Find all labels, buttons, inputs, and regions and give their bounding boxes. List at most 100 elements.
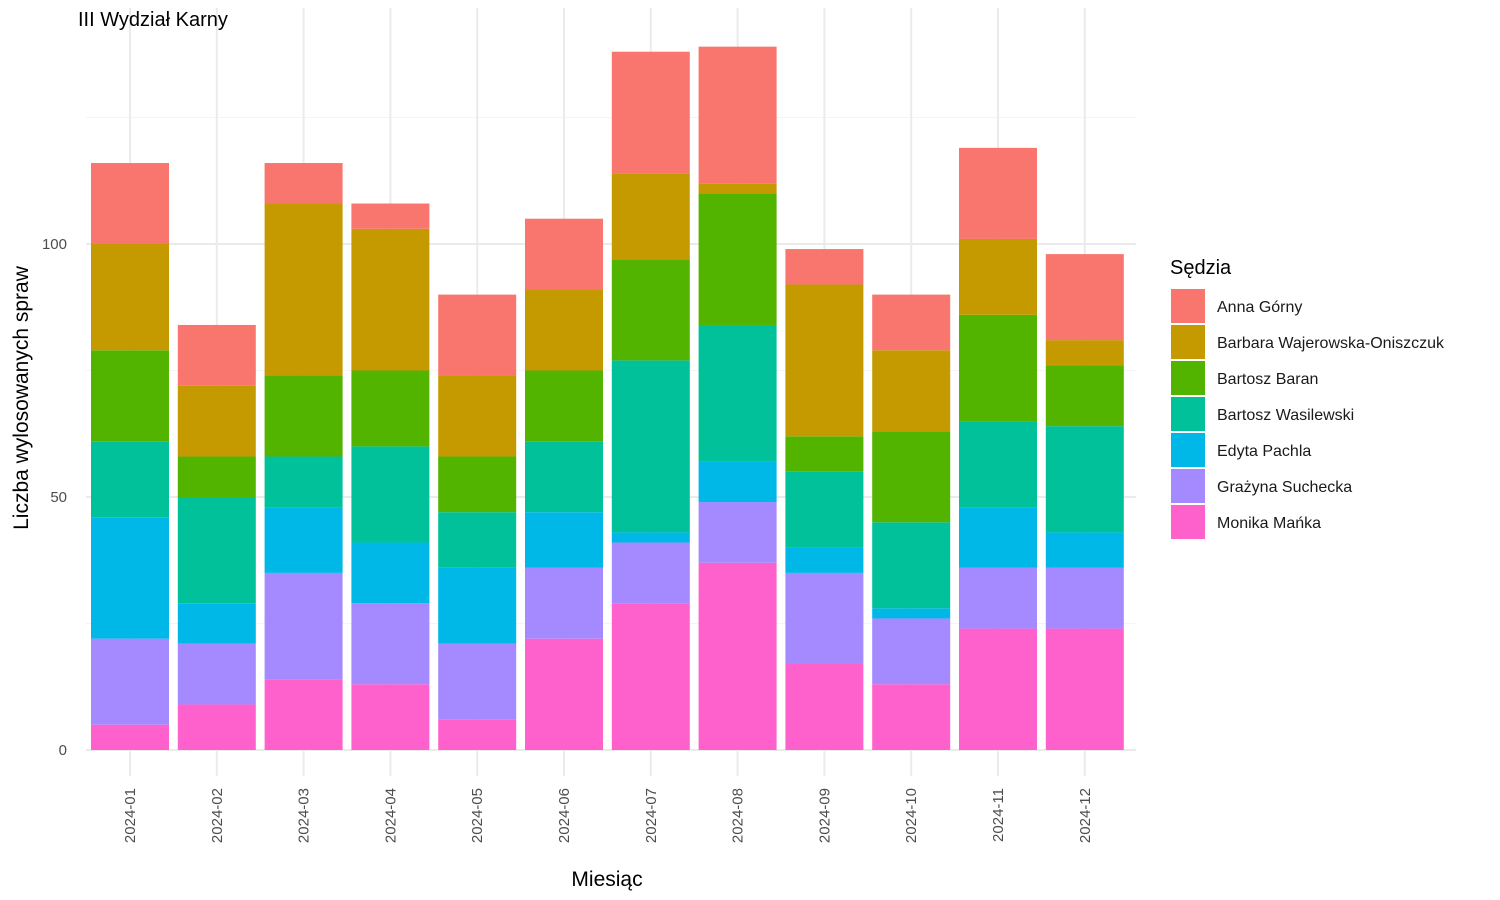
y-tick-labels: 0 50 100 (42, 236, 67, 759)
bar-segment (177, 603, 256, 644)
bar-segment (525, 289, 603, 371)
bar-segment (785, 284, 864, 437)
bar-segment (785, 436, 864, 472)
y-tick-label: 50 (50, 489, 67, 506)
bar-segment (91, 638, 169, 725)
bar-segment (698, 562, 777, 750)
x-tick-label: 2024-11 (990, 788, 1007, 842)
bar-segment (611, 173, 690, 260)
bar-segment (525, 441, 603, 513)
bar-segment (264, 507, 343, 573)
bar-segment (785, 547, 864, 573)
bar-segment (872, 684, 951, 750)
bar-segment (91, 724, 169, 750)
bar-segment (525, 512, 603, 568)
bar-segment (91, 441, 169, 518)
bar-segment (1045, 426, 1124, 533)
bar-segment (872, 522, 951, 609)
y-tick-label: 0 (59, 742, 67, 759)
bar-segment (177, 385, 256, 457)
bar-segment (698, 461, 777, 503)
bar-segment (785, 249, 864, 285)
bar-segment (438, 456, 517, 513)
bar-segment (1045, 628, 1124, 750)
legend-swatch (1171, 505, 1205, 539)
bar-segment (872, 350, 951, 432)
bar-segment (1045, 567, 1124, 629)
bar-segment (438, 643, 517, 720)
bar-segment (264, 163, 343, 204)
bar-segment (1045, 340, 1124, 366)
x-tick-label: 2024-01 (122, 788, 139, 843)
bar-segment (264, 456, 343, 508)
legend: Sędzia Anna Górny Barbara Wajerowska-Onis… (1170, 257, 1445, 539)
legend-label: Bartosz Wasilewski (1217, 407, 1354, 424)
bar-segment (698, 46, 777, 184)
bar-segment (611, 603, 690, 750)
bar-segment (611, 51, 690, 174)
bar-segment (351, 370, 430, 447)
legend-label: Anna Górny (1217, 299, 1302, 316)
bar-segment (959, 507, 1037, 568)
legend-swatch (1171, 325, 1205, 359)
bar-segment (785, 471, 864, 548)
legend-swatch (1171, 361, 1205, 395)
legend-swatch (1171, 289, 1205, 323)
legend-swatch (1171, 469, 1205, 503)
bar-segment (698, 502, 777, 563)
bar-segment (438, 375, 517, 457)
legend-label: Edyta Pachla (1217, 443, 1311, 460)
bar-segment (698, 324, 777, 462)
bar-segment (611, 259, 690, 361)
x-tick-label: 2024-08 (730, 788, 747, 843)
bar-segment (264, 203, 343, 376)
bar-segment (351, 684, 430, 750)
bar-segment (959, 147, 1037, 239)
bar-segment (959, 628, 1037, 750)
bar-segment (872, 431, 951, 523)
bar-segment (525, 638, 603, 750)
bar-segment (351, 446, 430, 543)
bar-segment (438, 719, 517, 750)
bar-segment (91, 350, 169, 442)
bar-segment (438, 294, 517, 376)
bars (91, 46, 1124, 750)
bar-segment (438, 567, 517, 644)
y-tick-label: 100 (42, 236, 67, 253)
bar-segment (177, 643, 256, 705)
x-tick-label: 2024-05 (469, 788, 486, 843)
bar-segment (525, 218, 603, 290)
bar-segment (177, 324, 256, 386)
x-tick-label: 2024-12 (1077, 788, 1094, 843)
bar-segment (91, 163, 169, 244)
bar-segment (91, 244, 169, 351)
x-tick-label: 2024-04 (382, 788, 399, 843)
bar-segment (698, 193, 777, 325)
x-tick-label: 2024-10 (903, 788, 920, 843)
bar-segment (1045, 254, 1124, 341)
legend-swatch (1171, 397, 1205, 431)
bar-segment (525, 567, 603, 639)
x-tick-label: 2024-03 (296, 788, 313, 843)
bar-segment (351, 228, 430, 371)
bar-segment (177, 456, 256, 497)
bar-segment (872, 618, 951, 685)
bar-segment (264, 572, 343, 680)
bar-segment (438, 512, 517, 568)
bar-segment (959, 238, 1037, 315)
x-tick-label: 2024-02 (209, 788, 226, 843)
bar-segment (611, 542, 690, 604)
bar-segment (264, 679, 343, 750)
bar-segment (785, 572, 864, 664)
bar-segment (959, 314, 1037, 422)
legend-label: Barbara Wajerowska-Oniszczuk (1217, 335, 1445, 352)
x-tick-labels: 2024-01 2024-02 2024-03 2024-04 2024-05 2024-… (122, 788, 1094, 843)
x-tick-label: 2024-07 (643, 788, 660, 843)
bar-segment (351, 603, 430, 685)
bar-segment (177, 497, 256, 604)
legend-swatch (1171, 433, 1205, 467)
bar-segment (611, 360, 690, 533)
bar-segment (959, 421, 1037, 508)
legend-label: Monika Mańka (1217, 515, 1321, 532)
bar-segment (698, 183, 777, 194)
